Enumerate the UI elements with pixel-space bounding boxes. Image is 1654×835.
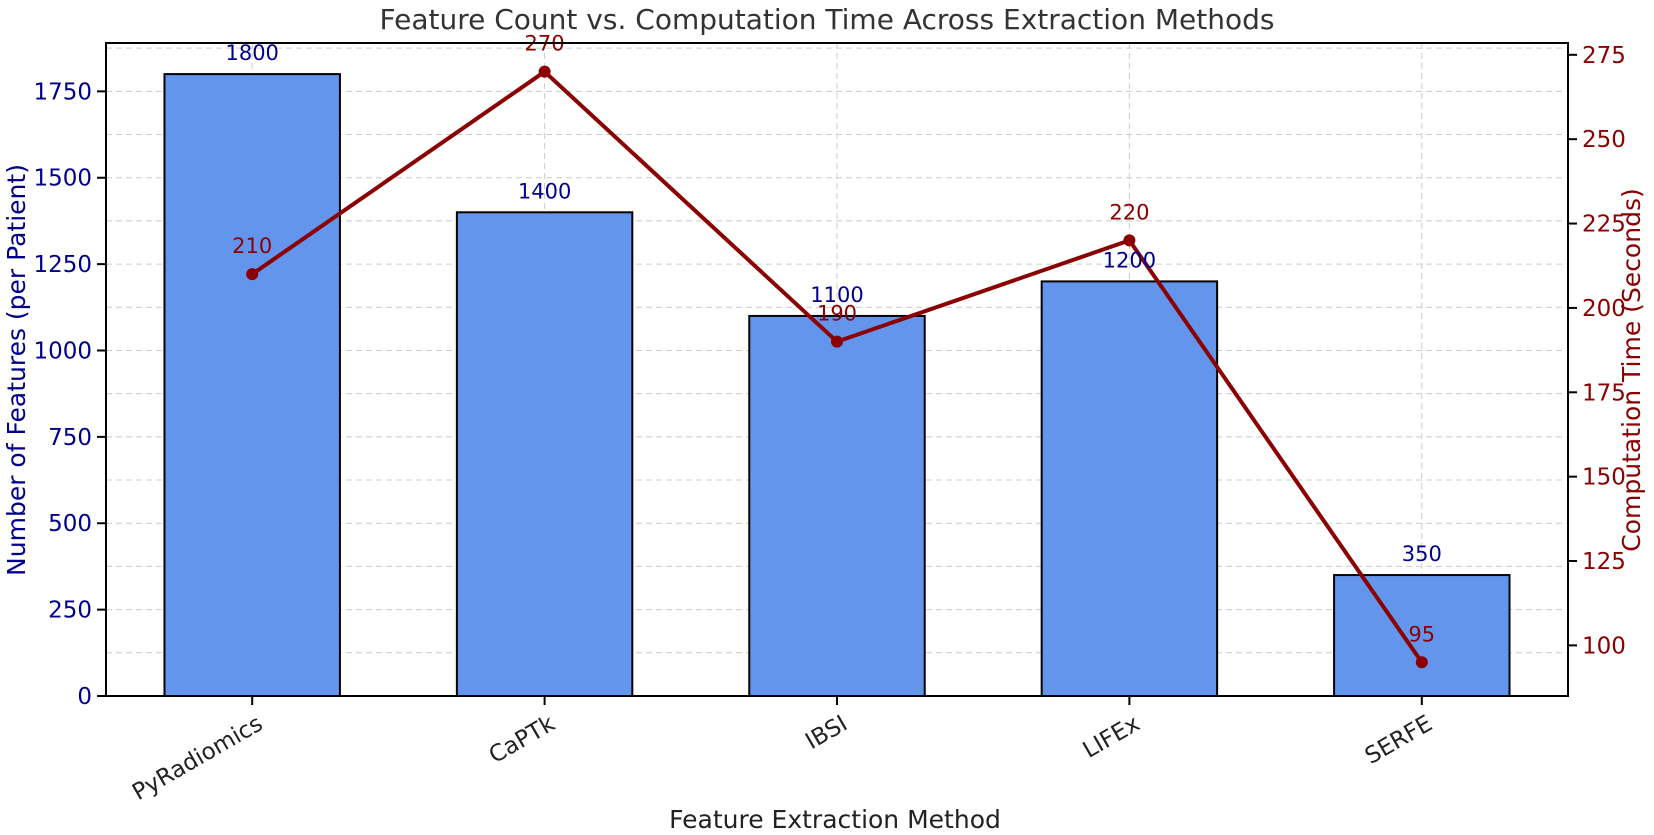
y-tick-label: 1250 <box>33 252 92 278</box>
line-point <box>538 65 551 78</box>
y-tick-label: 1500 <box>33 166 92 192</box>
y2-tick-label: 100 <box>1582 633 1626 659</box>
bar <box>455 211 634 697</box>
x-axis-label: Feature Extraction Method <box>669 805 1001 834</box>
y-tick-label: 250 <box>48 598 92 624</box>
y-tick-label: 1000 <box>33 338 92 364</box>
bar-value-label: 1100 <box>810 283 863 307</box>
bar-series <box>163 73 1511 698</box>
line-point <box>831 335 843 348</box>
bar-value-label: 1400 <box>518 179 571 203</box>
y-axis-label: Number of Features (per Patient) <box>2 164 31 576</box>
bar-value-label: 1200 <box>1103 248 1156 272</box>
y2-tick-label: 250 <box>1582 127 1626 153</box>
line-value-label: 190 <box>817 302 857 326</box>
y-tick-label: 1750 <box>33 79 92 105</box>
line-point <box>1415 656 1428 669</box>
y2-tick-label: 175 <box>1582 380 1626 406</box>
bar-value-label: 350 <box>1402 542 1442 566</box>
y-tick-label: 750 <box>48 425 92 451</box>
y2-tick-label: 150 <box>1582 465 1626 491</box>
line-value-label: 95 <box>1408 622 1435 646</box>
y-tick-label: 0 <box>77 684 92 710</box>
y2-tick-label: 200 <box>1582 296 1626 322</box>
bar-value-label: 1800 <box>225 41 278 65</box>
y-tick-label: 500 <box>48 511 92 537</box>
y2-tick-label: 275 <box>1582 43 1626 69</box>
line-value-label: 210 <box>232 234 272 258</box>
y2-axis-label: Computation Time (Seconds) <box>1617 188 1646 551</box>
y2-tick-label: 125 <box>1582 549 1626 575</box>
bar <box>163 73 341 698</box>
bar <box>748 314 926 697</box>
line-point <box>246 268 259 281</box>
line-value-label: 220 <box>1109 200 1149 224</box>
line-series <box>246 65 1428 669</box>
y2-tick-label: 225 <box>1582 212 1626 238</box>
chart-title: Feature Count vs. Computation Time Acros… <box>380 3 1275 36</box>
bar <box>1040 280 1219 697</box>
bar <box>1333 574 1511 698</box>
line-point <box>1123 234 1136 247</box>
